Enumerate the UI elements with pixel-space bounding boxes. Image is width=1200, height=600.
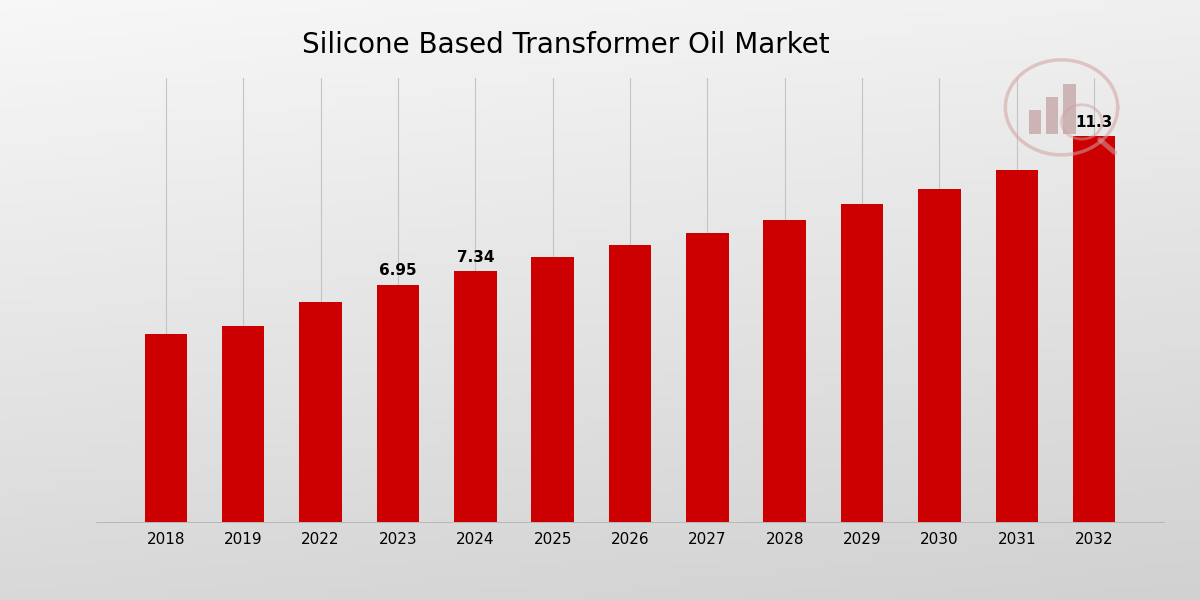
Bar bbox=[1073, 136, 1116, 522]
Bar bbox=[608, 245, 652, 522]
FancyBboxPatch shape bbox=[1046, 97, 1058, 134]
Text: 7.34: 7.34 bbox=[456, 250, 494, 265]
Bar bbox=[532, 257, 574, 522]
Text: 6.95: 6.95 bbox=[379, 263, 416, 278]
Bar bbox=[686, 233, 728, 522]
FancyBboxPatch shape bbox=[1028, 110, 1042, 134]
Bar bbox=[841, 205, 883, 522]
Bar bbox=[454, 271, 497, 522]
Bar bbox=[222, 326, 264, 522]
Title: Silicone Based Transformer Oil Market: Silicone Based Transformer Oil Market bbox=[302, 31, 829, 59]
Bar bbox=[377, 284, 419, 522]
Bar bbox=[763, 220, 806, 522]
Text: 11.3: 11.3 bbox=[1075, 115, 1112, 130]
Bar bbox=[299, 302, 342, 522]
Bar bbox=[144, 334, 187, 522]
Bar bbox=[918, 189, 961, 522]
FancyBboxPatch shape bbox=[1063, 83, 1075, 134]
Bar bbox=[996, 170, 1038, 522]
